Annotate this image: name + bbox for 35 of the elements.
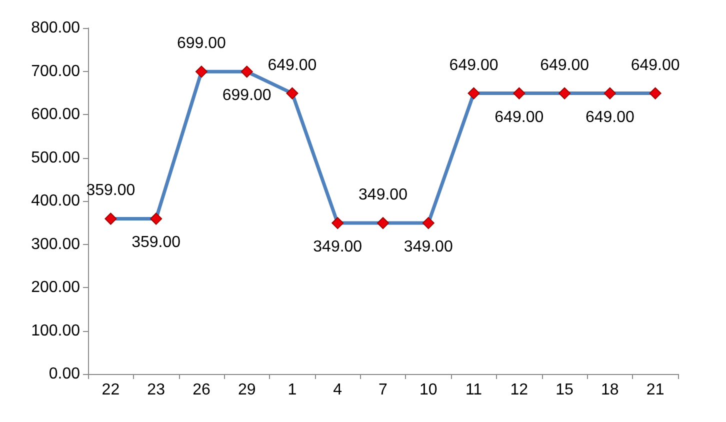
x-tick-label: 4	[333, 382, 342, 398]
x-tick-label: 12	[510, 382, 528, 398]
x-tick-label: 15	[556, 382, 574, 398]
data-label: 349.00	[313, 238, 362, 256]
data-label: 699.00	[222, 87, 272, 104]
y-tick-label: 100.00	[31, 322, 80, 340]
x-tick-label: 23	[147, 382, 166, 398]
y-tick-label: 400.00	[31, 192, 80, 210]
x-tick-label: 1	[288, 382, 297, 398]
data-label: 649.00	[449, 56, 498, 74]
x-tick-label: 7	[378, 382, 388, 398]
data-label: 649.00	[585, 108, 634, 126]
data-label: 699.00	[176, 35, 226, 52]
x-tick-label: 29	[238, 382, 256, 398]
data-label: 649.00	[268, 56, 317, 74]
y-tick-label: 0.00	[48, 366, 80, 382]
x-tick-label: 11	[465, 382, 482, 398]
y-tick-label: 500.00	[31, 149, 80, 166]
data-label: 649.00	[630, 56, 680, 74]
data-label: 649.00	[494, 108, 544, 126]
y-tick-label: 700.00	[31, 62, 80, 80]
data-label: 359.00	[86, 182, 136, 200]
data-label: 359.00	[132, 234, 181, 252]
x-tick-label: 22	[102, 382, 120, 398]
y-tick-label: 200.00	[31, 279, 80, 296]
x-tick-label: 21	[646, 382, 664, 398]
y-tick-label: 800.00	[31, 20, 80, 36]
data-label: 649.00	[540, 56, 590, 74]
data-label: 349.00	[358, 186, 408, 204]
x-tick-label: 10	[419, 382, 438, 398]
x-tick-label: 26	[192, 382, 210, 398]
y-tick-label: 600.00	[31, 106, 80, 123]
data-label: 349.00	[404, 238, 453, 256]
x-tick-label: 18	[601, 382, 619, 398]
y-tick-label: 300.00	[31, 236, 80, 253]
